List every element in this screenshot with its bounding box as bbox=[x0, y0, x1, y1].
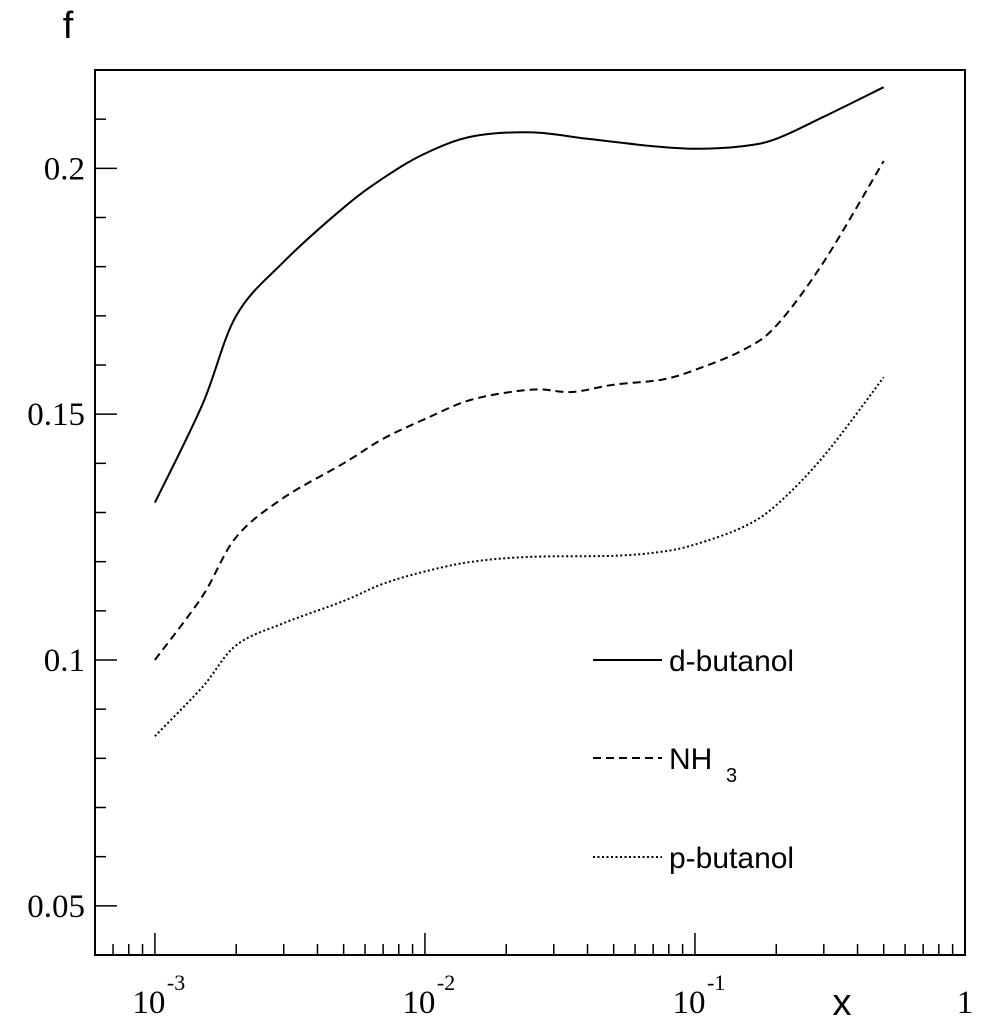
plot-frame bbox=[94, 69, 966, 956]
x-tick-exponent: -2 bbox=[437, 970, 455, 995]
axis-ticks bbox=[94, 69, 966, 956]
y-tick-label: 0.2 bbox=[44, 151, 85, 187]
y-tick-label: 0.05 bbox=[27, 889, 85, 925]
x-tick-label: 10-2 bbox=[402, 970, 455, 1021]
legend-label: p-butanol bbox=[669, 842, 794, 875]
x-tick-exponent: -3 bbox=[167, 970, 185, 995]
legend-label-subscript: 3 bbox=[726, 765, 737, 787]
legend-item: d-butanol bbox=[593, 645, 794, 678]
x-tick-base: 1 bbox=[957, 985, 974, 1021]
x-tick-label: 10-1 bbox=[672, 970, 725, 1021]
series-layer bbox=[153, 86, 885, 737]
y-tick-label: 0.15 bbox=[27, 397, 85, 433]
legend-label: NH bbox=[669, 743, 712, 776]
x-tick-exponent: -1 bbox=[707, 970, 725, 995]
series-line-nh3 bbox=[154, 160, 885, 661]
x-tick-label: 1 bbox=[957, 985, 974, 1021]
tick-labels: 0.050.10.150.210-310-210-11 bbox=[27, 151, 973, 1021]
legend: d-butanol NH 3 p-butanol bbox=[593, 645, 794, 875]
x-tick-base: 10 bbox=[402, 985, 435, 1021]
x-tick-base: 10 bbox=[132, 985, 165, 1021]
x-tick-base: 10 bbox=[672, 985, 705, 1021]
legend-label: d-butanol bbox=[669, 645, 794, 678]
legend-item: NH 3 bbox=[593, 743, 737, 787]
y-tick-label: 0.1 bbox=[44, 643, 85, 679]
x-axis-title: x bbox=[833, 982, 852, 1024]
legend-item: p-butanol bbox=[593, 842, 794, 875]
series-line-p-butanol bbox=[154, 376, 885, 737]
y-axis-title: f bbox=[63, 5, 74, 47]
series-line-d-butanol bbox=[153, 86, 885, 504]
x-tick-label: 10-3 bbox=[132, 970, 185, 1021]
